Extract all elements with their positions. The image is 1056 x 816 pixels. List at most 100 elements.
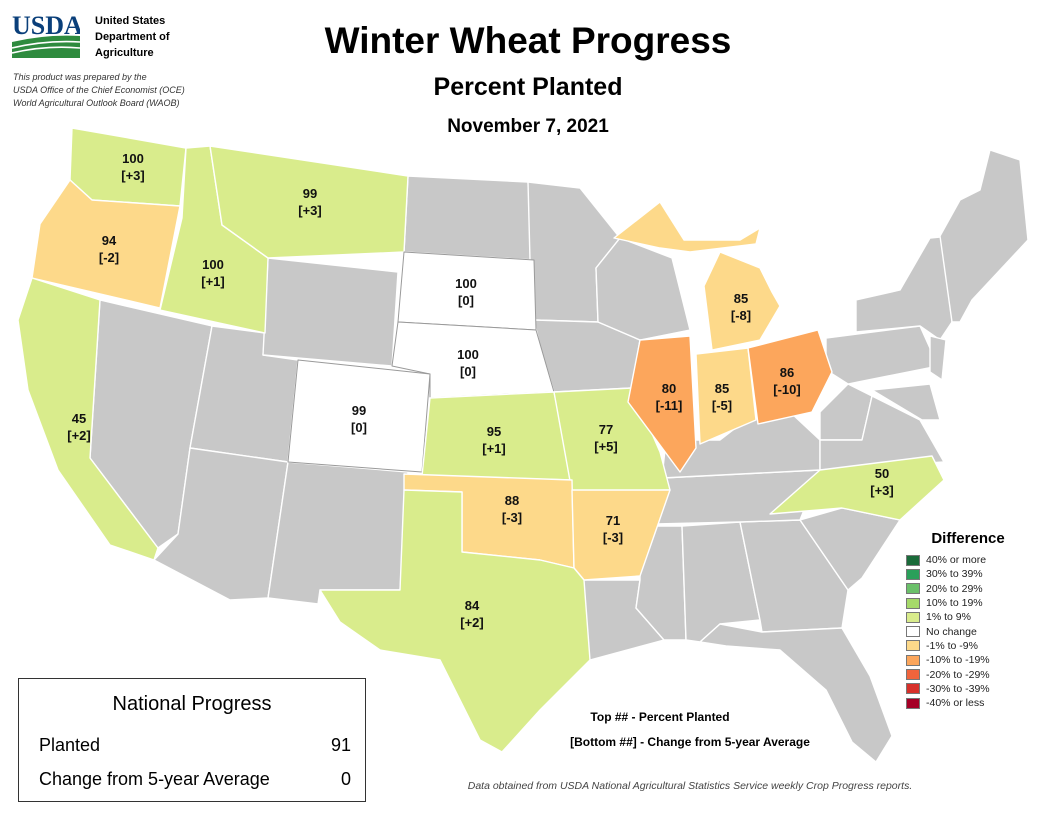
state-value-missouri: 77: [599, 422, 613, 437]
legend-swatch: [906, 697, 920, 709]
data-source-note: Data obtained from USDA National Agricul…: [467, 780, 913, 792]
state-change-north-carolina: [+3]: [870, 483, 893, 498]
agency-name: United States Department of Agriculture: [95, 13, 215, 61]
state-new-england: [939, 149, 1029, 323]
legend-label: -40% or less: [926, 697, 985, 710]
change-value: 0: [340, 769, 351, 789]
state-change-illinois: [-11]: [656, 398, 683, 413]
legend-swatch: [906, 583, 920, 595]
state-texas: [319, 489, 591, 753]
state-change-oklahoma: [-3]: [502, 510, 522, 525]
map-subtitle: Percent Planted: [433, 73, 623, 101]
state-california: [17, 277, 159, 561]
state-value-arkansas: 71: [606, 513, 620, 528]
agency-line: Agriculture: [95, 47, 154, 59]
no-data-states: [89, 149, 1029, 763]
state-illinois: [627, 335, 697, 473]
state-change-oregon: [-2]: [99, 250, 119, 265]
national-progress-title: National Progress: [112, 693, 272, 715]
label-key-bottom: [Bottom ##] - Change from 5-year Average: [570, 735, 810, 749]
prepared-line: World Agricultural Outlook Board (WAOB): [13, 98, 180, 108]
state-change-ohio: [-10]: [773, 382, 800, 397]
agency-line: Department of: [95, 31, 170, 43]
state-pennsylvania: [825, 325, 939, 385]
state-value-michigan: 85: [734, 291, 748, 306]
state-new-york: [855, 235, 953, 341]
state-change-idaho: [+1]: [201, 274, 224, 289]
state-labels: 100 [+3] 94 [-2] 100 [+1] 99 [+3] 45 [+2] 100 [0] 10…: [67, 151, 893, 630]
state-change-indiana: [-5]: [712, 398, 732, 413]
usda-logo-text: USDA: [12, 12, 80, 40]
legend-swatch: [906, 597, 920, 609]
legend-label: -10% to -19%: [926, 654, 990, 667]
legend-item: 20% to 29%: [906, 582, 1046, 596]
legend-item: 1% to 9%: [906, 610, 1046, 624]
state-change-arkansas: [-3]: [603, 530, 623, 545]
planted-row: Planted 91: [39, 735, 351, 756]
legend-swatch: [906, 626, 920, 638]
legend-label: 10% to 19%: [926, 597, 983, 610]
state-value-nebraska: 100: [457, 347, 479, 362]
change-row: Change from 5-year Average 0: [39, 769, 351, 790]
legend-item: -1% to -9%: [906, 639, 1046, 653]
label-key-top: Top ## - Percent Planted: [590, 710, 730, 724]
state-value-oklahoma: 88: [505, 493, 519, 508]
planted-value: 91: [330, 735, 351, 755]
state-north-carolina: [769, 455, 945, 521]
legend-label: 1% to 9%: [926, 611, 971, 624]
state-montana: [209, 145, 409, 259]
state-value-north-carolina: 50: [875, 466, 889, 481]
state-wisconsin: [595, 237, 691, 341]
legend-label: No change: [926, 625, 977, 638]
state-ohio: [747, 329, 833, 425]
legend-swatch: [906, 568, 920, 580]
state-south-carolina: [799, 507, 901, 591]
state-change-colorado: [0]: [351, 420, 367, 435]
state-change-nebraska: [0]: [460, 364, 476, 379]
state-florida: [699, 623, 893, 763]
legend-item: 40% or more: [906, 553, 1046, 567]
legend-label: 30% to 39%: [926, 568, 983, 581]
legend-item: -20% to -29%: [906, 667, 1046, 681]
legend-swatch: [906, 654, 920, 666]
state-new-jersey: [929, 335, 947, 381]
map-title: Winter Wheat Progress: [324, 20, 732, 61]
prepared-line: This product was prepared by the: [13, 72, 147, 82]
state-value-kansas: 95: [487, 424, 501, 439]
state-indiana: [695, 347, 757, 445]
legend-swatch: [906, 640, 920, 652]
state-change-michigan: [-8]: [731, 308, 751, 323]
legend-label: 20% to 29%: [926, 582, 983, 595]
legend-label: -20% to -29%: [926, 668, 990, 681]
legend-label: -30% to -39%: [926, 682, 990, 695]
legend-item: 10% to 19%: [906, 596, 1046, 610]
state-washington: [69, 127, 187, 207]
state-value-washington: 100: [122, 151, 144, 166]
state-value-indiana: 85: [715, 381, 729, 396]
state-change-kansas: [+1]: [482, 441, 505, 456]
state-change-texas: [+2]: [460, 615, 483, 630]
legend-item: No change: [906, 624, 1046, 638]
state-north-dakota: [403, 175, 535, 261]
state-value-idaho: 100: [202, 257, 224, 272]
state-kentucky: [661, 411, 821, 479]
legend-label: -1% to -9%: [926, 639, 978, 652]
legend-item: -10% to -19%: [906, 653, 1046, 667]
state-change-montana: [+3]: [298, 203, 321, 218]
difference-legend: Difference 40% or more 30% to 39% 20% to 2…: [906, 530, 1046, 710]
agency-line: United States: [95, 15, 166, 27]
legend-swatch: [906, 669, 920, 681]
legend-swatch: [906, 611, 920, 623]
state-value-california: 45: [72, 411, 86, 426]
legend-swatch: [906, 554, 920, 566]
state-change-south-dakota: [0]: [458, 293, 474, 308]
state-value-ohio: 86: [780, 365, 794, 380]
state-wyoming: [262, 257, 399, 367]
prepared-by-note: This product was prepared by the USDA Of…: [13, 71, 233, 110]
state-value-illinois: 80: [662, 381, 676, 396]
state-maryland-delaware: [871, 383, 941, 421]
state-change-missouri: [+5]: [594, 439, 617, 454]
state-value-south-dakota: 100: [455, 276, 477, 291]
state-change-washington: [+3]: [121, 168, 144, 183]
